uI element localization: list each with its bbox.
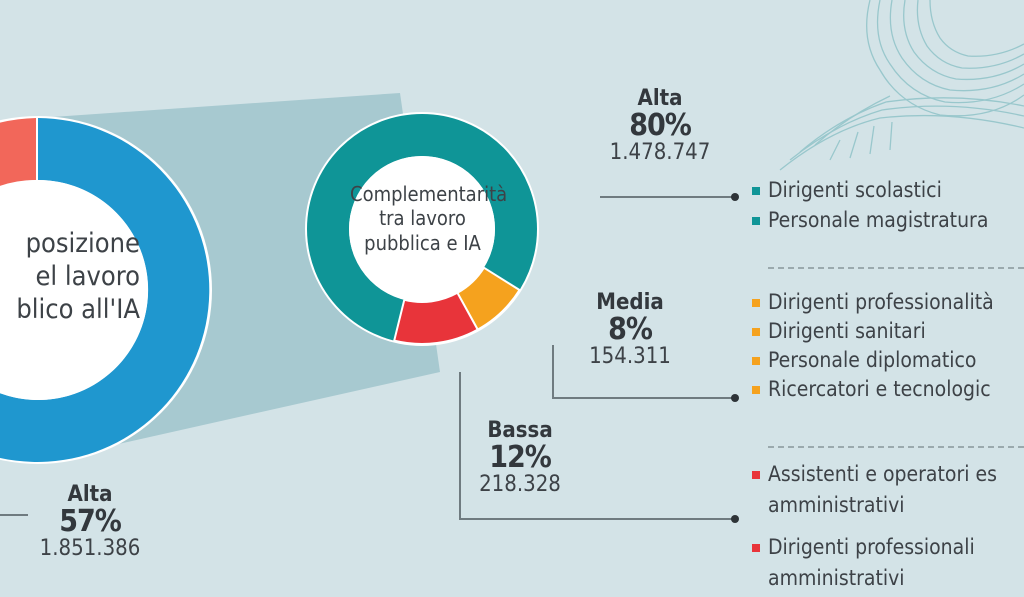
left-center-line-3: blico all'IA	[16, 293, 140, 325]
legend-divider	[768, 446, 1024, 448]
alta-count: 1.478.747	[609, 140, 711, 165]
legend-item-alta-1: Dirigenti scolastici	[752, 176, 942, 205]
legend-text: Dirigenti sanitari	[768, 319, 926, 343]
bassa-count: 218.328	[479, 472, 561, 497]
left-label-alta: Alta 57% 1.851.386	[30, 482, 150, 561]
legend-item-alta-2: Personale magistratura	[752, 206, 988, 235]
left-label-title: Alta	[67, 482, 113, 507]
legend-item-bassa-2-cont: amministrativi	[768, 564, 905, 593]
left-label-count: 1.851.386	[39, 536, 141, 561]
left-donut-segment-alta	[0, 118, 210, 462]
legend-item-bassa-1: Assistenti e operatori es	[752, 460, 997, 489]
media-percent: 8%	[608, 312, 653, 347]
media-title: Media	[596, 290, 664, 315]
red-square-icon	[752, 544, 760, 552]
legend-text: Ricercatori e tecnologic	[768, 377, 991, 401]
orange-square-icon	[752, 386, 760, 394]
legend-item-media-3: Personale diplomatico	[752, 346, 977, 375]
left-donut-center-label: posizione el lavoro blico all'IA	[0, 228, 140, 327]
legend-text: Personale diplomatico	[768, 348, 977, 372]
orange-square-icon	[752, 357, 760, 365]
legend-text: Dirigenti scolastici	[768, 178, 942, 202]
segment-label-media: Media 8% 154.311	[570, 290, 690, 369]
right-center-line-3: pubblica e IA	[364, 230, 481, 255]
left-center-line-1: posizione	[25, 228, 140, 259]
left-center-line-2: el lavoro	[35, 260, 140, 292]
legend-text: Dirigenti professionalità	[768, 290, 994, 314]
right-center-line-2: tra lavoro	[379, 206, 466, 231]
legend-item-bassa-1-cont: amministrativi	[768, 491, 905, 520]
legend-divider	[768, 267, 1024, 269]
segment-label-bassa: Bassa 12% 218.328	[460, 418, 580, 497]
legend-text: Assistenti e operatori es	[768, 462, 997, 486]
legend-text: Personale magistratura	[768, 208, 989, 232]
right-center-line-1: Complementarità	[350, 182, 508, 206]
bassa-percent: 12%	[489, 440, 552, 475]
legend-item-bassa-2: Dirigenti professionali	[752, 533, 975, 562]
wireframe-head-illustration	[779, 0, 1024, 171]
leader-dots	[731, 193, 739, 523]
orange-square-icon	[752, 299, 760, 307]
left-donut-segment-other	[0, 118, 36, 186]
teal-square-icon	[752, 217, 760, 225]
legend-text: amministrativi	[768, 493, 905, 517]
segment-label-alta: Alta 80% 1.478.747	[600, 86, 720, 165]
right-donut-center-label: Complementarità tra lavoro pubblica e IA	[350, 182, 508, 255]
left-donut	[0, 116, 212, 464]
teal-square-icon	[752, 187, 760, 195]
alta-percent: 80%	[629, 108, 692, 143]
legend-item-media-2: Dirigenti sanitari	[752, 317, 926, 346]
right-donut	[305, 112, 539, 346]
leader-lines	[0, 196, 733, 520]
legend-text: Dirigenti professionali	[768, 535, 975, 559]
alta-title: Alta	[637, 86, 683, 111]
left-label-percent: 57%	[59, 504, 122, 539]
legend-item-media-4: Ricercatori e tecnologic	[752, 375, 991, 404]
red-square-icon	[752, 471, 760, 479]
orange-square-icon	[752, 328, 760, 336]
bassa-title: Bassa	[487, 418, 553, 443]
legend-text: amministrativi	[768, 566, 905, 590]
media-count: 154.311	[589, 344, 671, 369]
legend-item-media-1: Dirigenti professionalità	[752, 288, 994, 317]
